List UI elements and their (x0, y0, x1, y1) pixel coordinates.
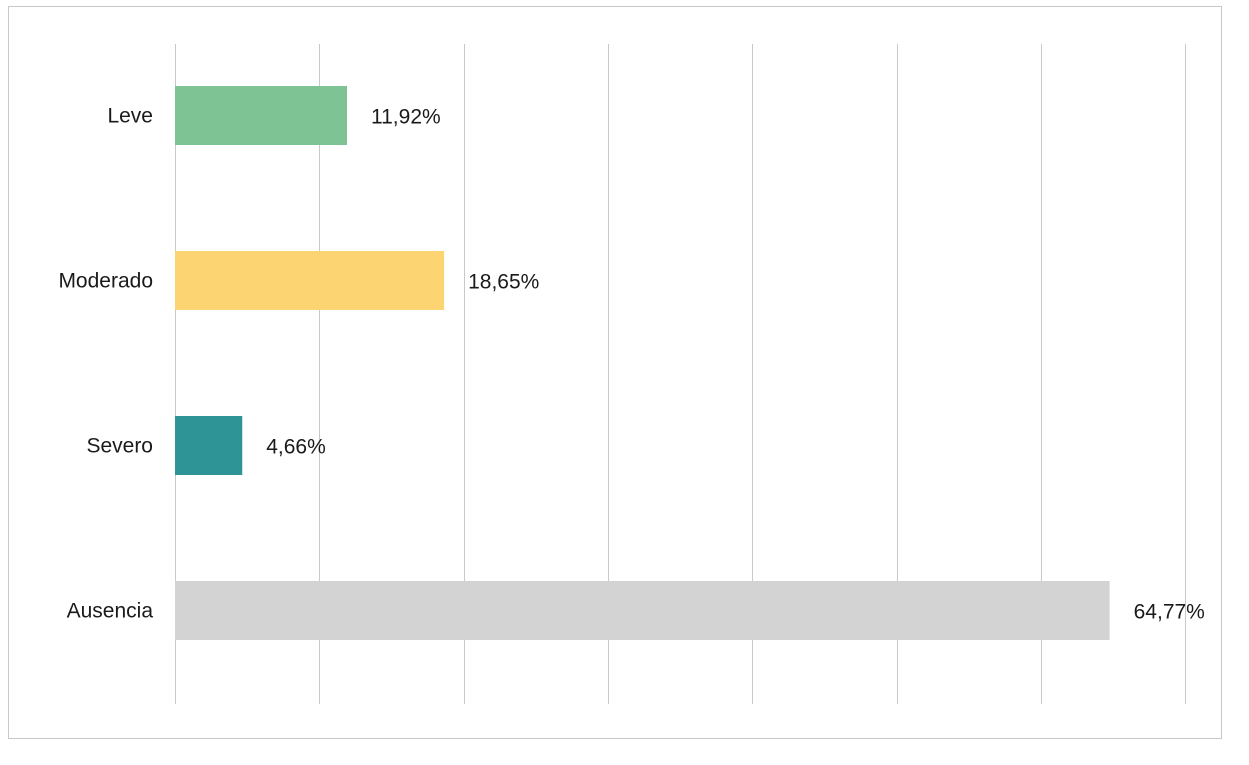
category-label-leve: Leve (107, 105, 153, 128)
bar-ausencia (175, 581, 1110, 640)
category-label-ausencia: Ausencia (67, 600, 154, 623)
labels: Leve 11,92% Moderado 18,65% Severo 4,66% Ausen… (58, 105, 1204, 624)
bar-moderado (175, 251, 445, 310)
bars (175, 86, 1110, 640)
value-label-moderado: 18,65% (468, 271, 539, 294)
category-label-moderado: Moderado (58, 270, 153, 293)
bar-severo (175, 416, 243, 475)
value-label-ausencia: 64,77% (1134, 601, 1205, 624)
value-label-leve: 11,92% (371, 106, 441, 129)
value-label-severo: 4,66% (266, 436, 326, 459)
category-label-severo: Severo (86, 435, 153, 458)
bar-leve (175, 86, 348, 145)
